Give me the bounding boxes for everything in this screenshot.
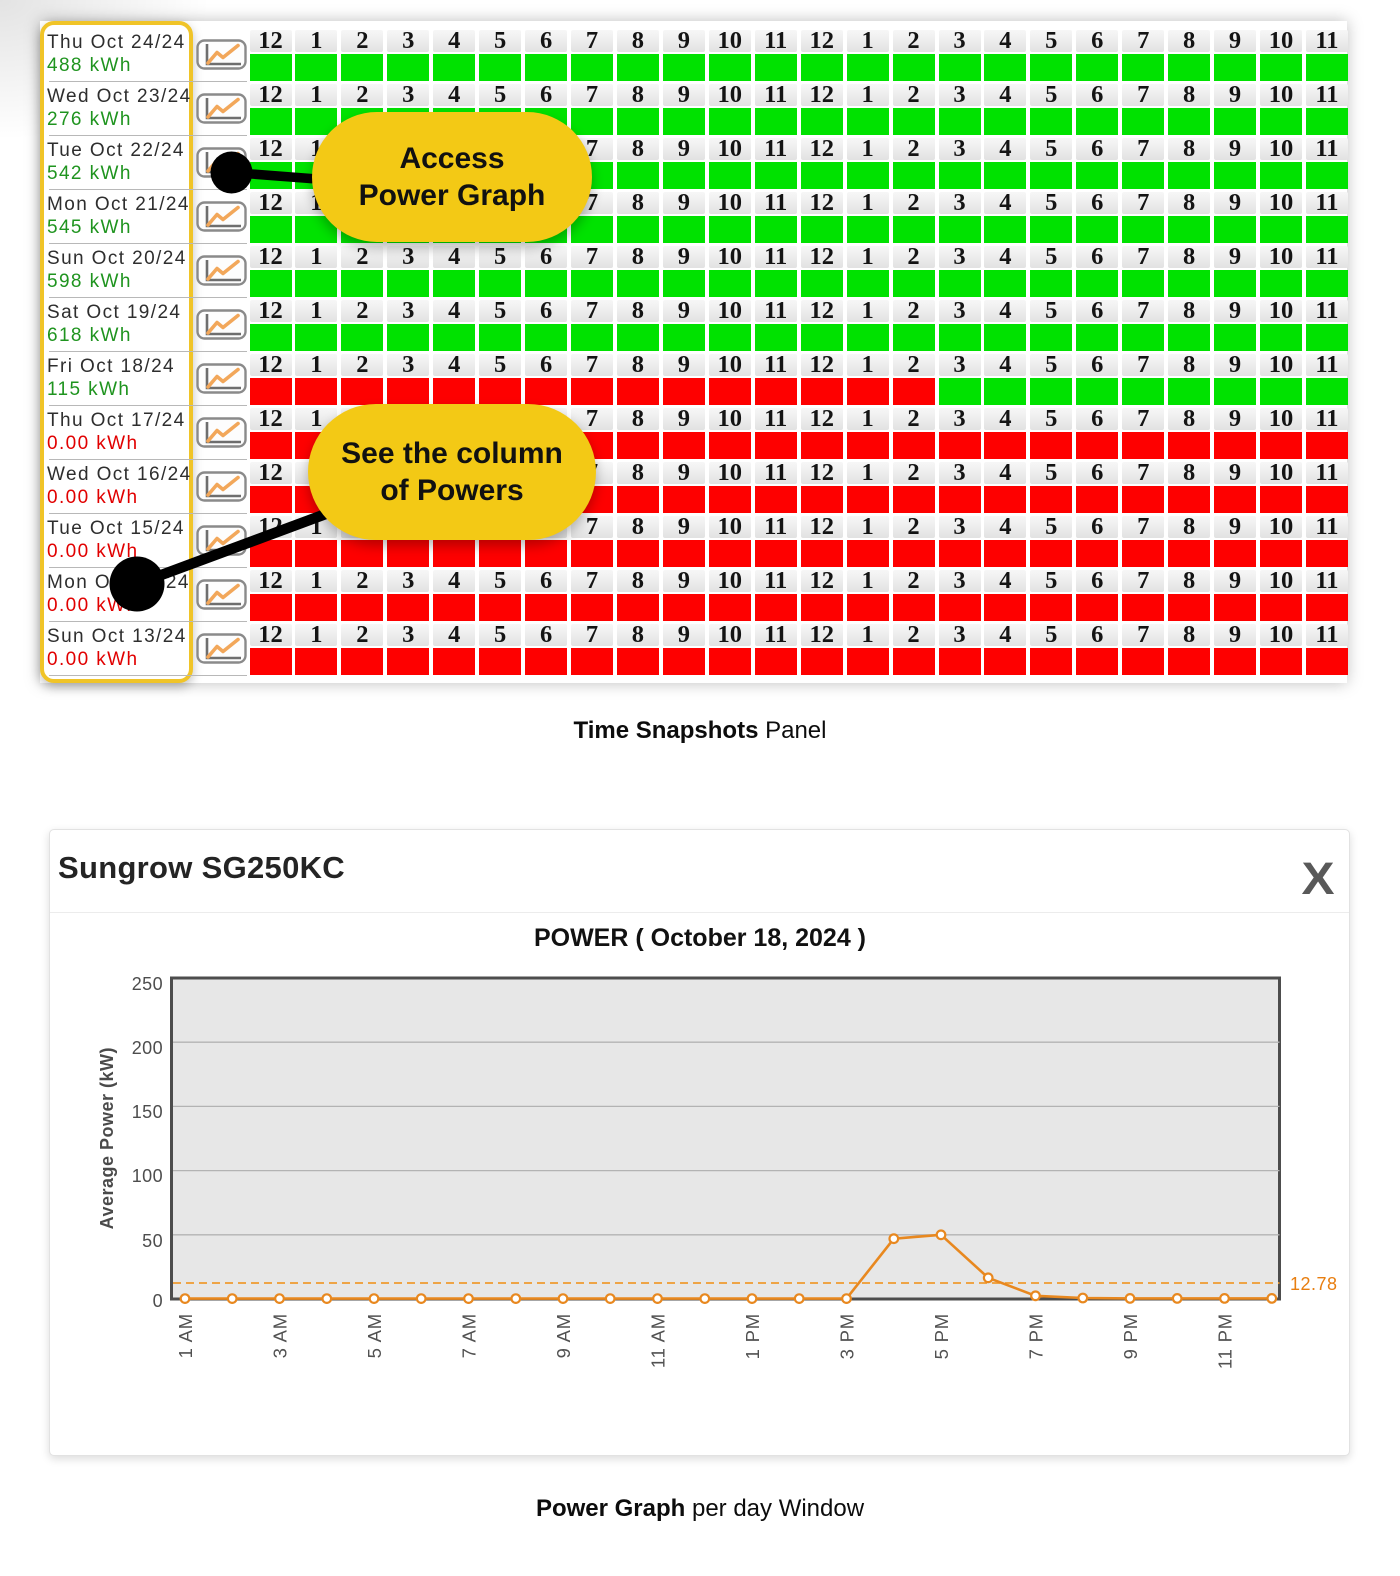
svg-text:12.78: 12.78	[1290, 1274, 1338, 1294]
